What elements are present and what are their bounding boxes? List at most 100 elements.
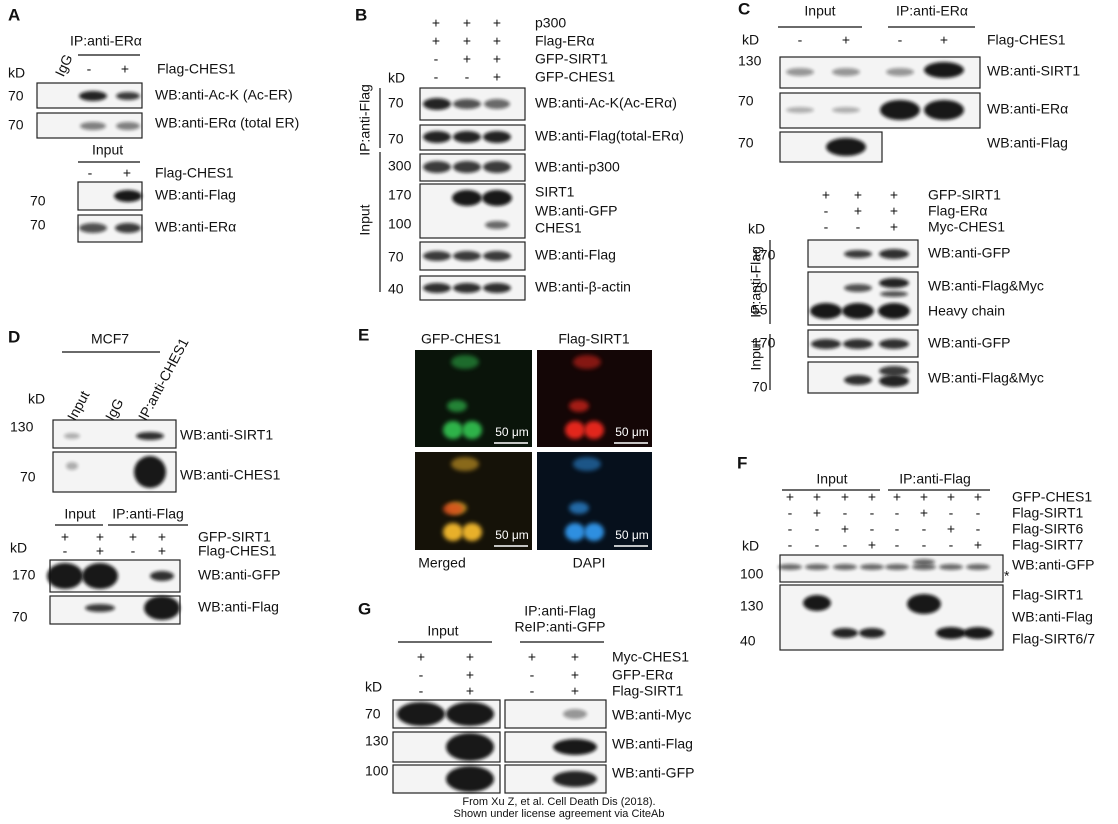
treatment-sign: + bbox=[158, 529, 166, 545]
mw-label: 100 bbox=[365, 763, 389, 779]
nucleus bbox=[451, 355, 479, 369]
treatment-sign: - bbox=[922, 537, 927, 553]
wb-label: WB:anti-Flag bbox=[987, 135, 1068, 151]
band bbox=[47, 563, 83, 589]
nucleus bbox=[443, 523, 463, 541]
header: Input bbox=[427, 623, 458, 639]
treatment-sign: + bbox=[571, 649, 579, 665]
treatment-sign: - bbox=[824, 203, 829, 219]
scale-label: 50 μm bbox=[615, 528, 649, 542]
panel-label: D bbox=[8, 327, 20, 346]
band bbox=[136, 432, 164, 440]
wb-label: Flag-SIRT1 bbox=[1012, 587, 1084, 603]
band bbox=[844, 250, 872, 258]
band bbox=[483, 283, 511, 293]
wb-label: CHES1 bbox=[535, 220, 582, 236]
treatment-sign: + bbox=[129, 529, 137, 545]
scale-label: 50 μm bbox=[495, 425, 529, 439]
treatment-sign: + bbox=[466, 683, 474, 699]
nucleus bbox=[443, 421, 463, 439]
band bbox=[879, 375, 909, 387]
treatment-sign: + bbox=[974, 489, 982, 505]
kd-label: kD bbox=[742, 32, 759, 48]
band bbox=[85, 604, 115, 612]
band bbox=[879, 249, 909, 259]
treatment-name: Myc-CHES1 bbox=[928, 219, 1005, 235]
mw-label: 70 bbox=[738, 93, 754, 109]
treatment-sign: + bbox=[121, 61, 129, 77]
band bbox=[879, 366, 909, 376]
scale-label: 50 μm bbox=[615, 425, 649, 439]
treatment-sign: + bbox=[463, 51, 471, 67]
treatment-sign: - bbox=[843, 505, 848, 521]
band bbox=[786, 68, 814, 76]
mw-label: 40 bbox=[740, 633, 756, 649]
band bbox=[963, 627, 993, 639]
lane-label: IgG bbox=[102, 396, 127, 423]
band bbox=[80, 122, 106, 130]
band bbox=[878, 303, 910, 319]
treatment-name: GFP-SIRT1 bbox=[198, 529, 271, 545]
nucleus bbox=[573, 355, 601, 369]
ip-header: IP:anti-ERα bbox=[70, 33, 142, 49]
treatment-sign: + bbox=[463, 15, 471, 31]
wb-label: WB:anti-GFP bbox=[535, 203, 617, 219]
wb-label: WB:anti-Flag&Myc bbox=[928, 278, 1044, 294]
band bbox=[423, 98, 451, 110]
band bbox=[810, 303, 842, 319]
nucleus bbox=[462, 421, 482, 439]
mw-label: 70 bbox=[30, 217, 46, 233]
treatment-sign: - bbox=[976, 505, 981, 521]
treatment-sign: + bbox=[841, 489, 849, 505]
treatment-sign: + bbox=[493, 33, 501, 49]
mw-label: 70 bbox=[738, 135, 754, 151]
treatment-sign: - bbox=[798, 32, 803, 48]
nucleus bbox=[584, 421, 604, 439]
panel-label: E bbox=[358, 325, 369, 344]
treatment-sign: - bbox=[87, 61, 92, 77]
band bbox=[114, 190, 142, 202]
treatment-name: Myc-CHES1 bbox=[612, 649, 689, 665]
wb-label: WB:anti-GFP bbox=[928, 335, 1010, 351]
nucleus bbox=[443, 503, 463, 515]
mw-label: 70 bbox=[388, 131, 404, 147]
band bbox=[842, 303, 874, 319]
band bbox=[134, 456, 166, 488]
band bbox=[483, 131, 511, 143]
mw-label: 130 bbox=[740, 598, 764, 614]
treatment-sign: - bbox=[870, 505, 875, 521]
wb-label: WB:anti-β-actin bbox=[535, 279, 631, 295]
band bbox=[423, 131, 451, 143]
lane-label: IP:anti-CHES1 bbox=[135, 335, 192, 423]
treatment-sign: - bbox=[419, 683, 424, 699]
mw-label: 130 bbox=[10, 419, 34, 435]
wb-label: WB:anti-Flag bbox=[535, 247, 616, 263]
side-label: IP:anti-Flag bbox=[357, 84, 373, 156]
band bbox=[563, 709, 587, 719]
kd-label: kD bbox=[28, 391, 45, 407]
band bbox=[553, 739, 597, 755]
band bbox=[832, 628, 858, 638]
treatment-sign: - bbox=[843, 537, 848, 553]
wb-label: SIRT1 bbox=[535, 184, 575, 200]
wb-label: WB:anti-Flag(total-ERα) bbox=[535, 128, 684, 144]
side-label: Input bbox=[748, 339, 764, 370]
side-label: Input bbox=[357, 204, 373, 235]
mw-label: 70 bbox=[30, 193, 46, 209]
band bbox=[446, 766, 494, 792]
mw-label: 170 bbox=[388, 187, 412, 203]
band bbox=[452, 190, 482, 206]
credit-line: Shown under license agreement via CiteAb bbox=[454, 808, 665, 820]
header: Input bbox=[64, 506, 95, 522]
treatment-sign: - bbox=[898, 32, 903, 48]
wb-label: WB:anti-GFP bbox=[928, 245, 1010, 261]
mw-label: 70 bbox=[388, 95, 404, 111]
treatment-sign: + bbox=[417, 649, 425, 665]
treatment-sign: - bbox=[870, 521, 875, 537]
treatment-sign: + bbox=[813, 505, 821, 521]
mw-label: 70 bbox=[20, 469, 36, 485]
mw-label: 170 bbox=[752, 247, 776, 263]
band bbox=[843, 339, 873, 349]
wb-label: WB:anti-GFP bbox=[612, 765, 694, 781]
